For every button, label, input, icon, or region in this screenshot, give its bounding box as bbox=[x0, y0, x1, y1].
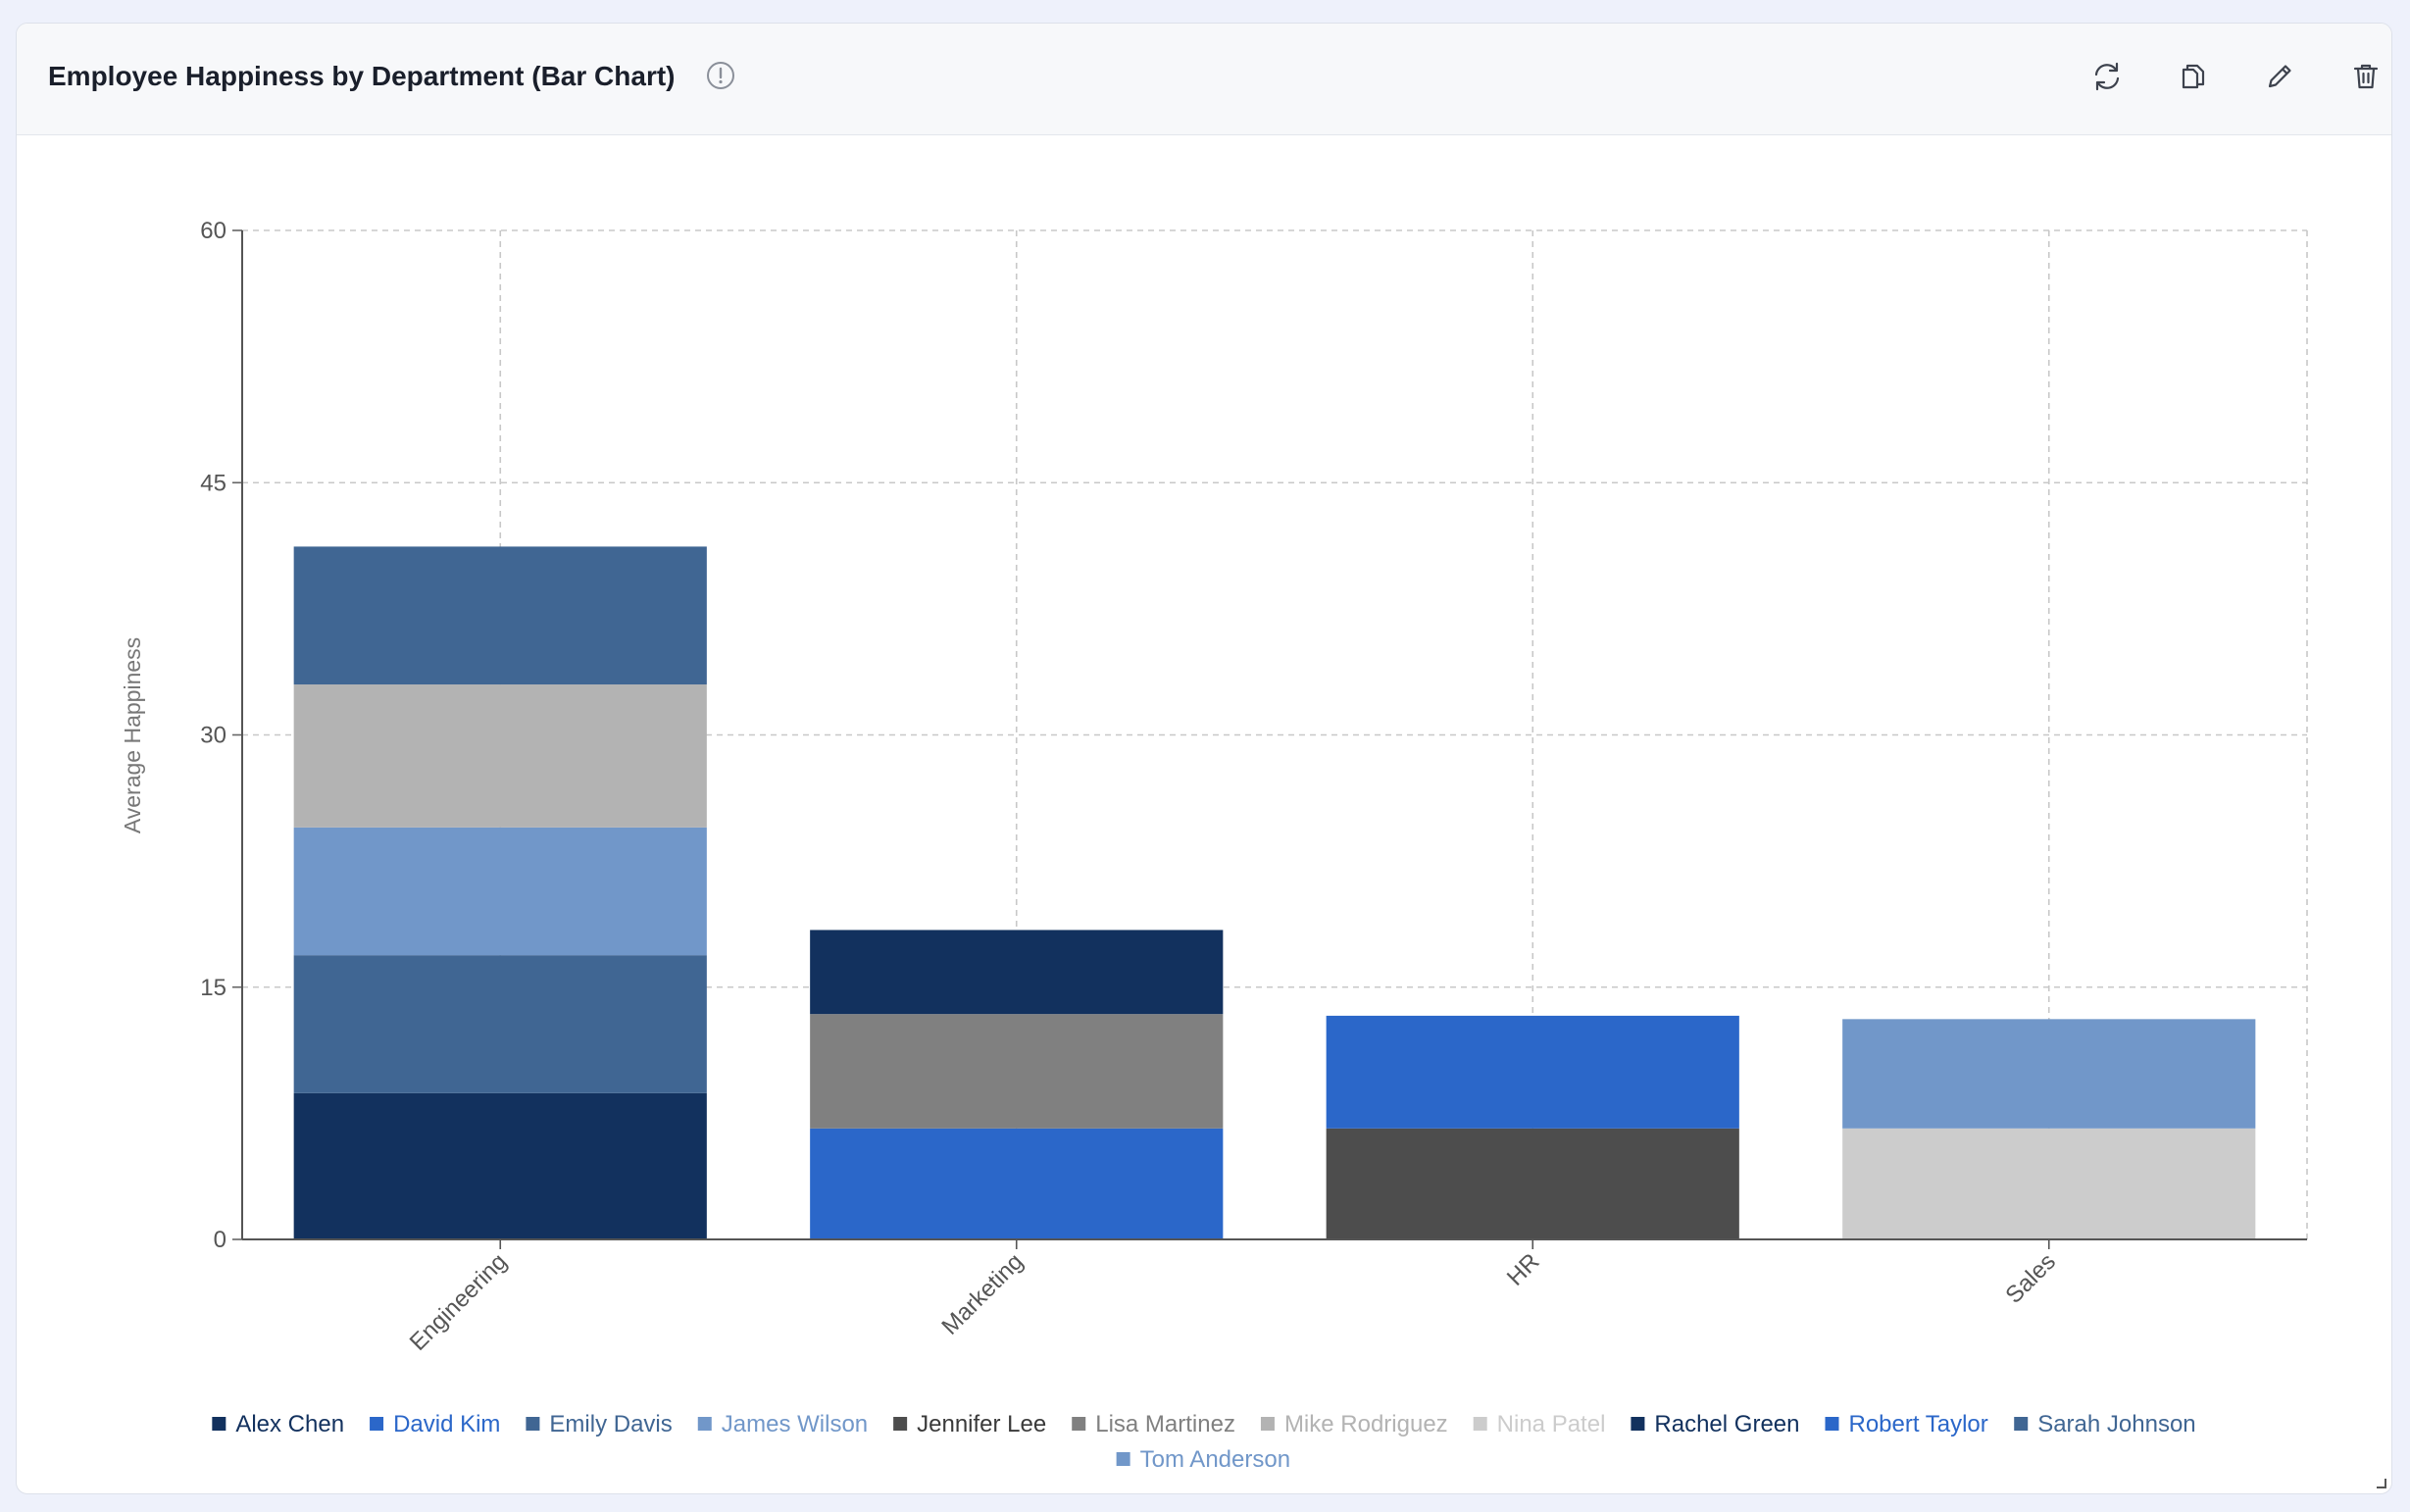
legend-swatch bbox=[370, 1417, 384, 1431]
chart-area: 0 15 30 45 60 Engineering Marketing HR Sales Aver… bbox=[17, 135, 2391, 1493]
trash-icon bbox=[2353, 64, 2379, 89]
bar-segment bbox=[810, 930, 1224, 1015]
x-tick-label: Engineering bbox=[405, 1248, 513, 1356]
legend-label: David Kim bbox=[393, 1411, 500, 1437]
y-axis-label: Average Happiness bbox=[120, 637, 145, 833]
bar-segment bbox=[1326, 1128, 1739, 1239]
y-tick-label: 30 bbox=[200, 723, 226, 749]
bar-segment bbox=[293, 684, 707, 828]
edit-button[interactable] bbox=[2260, 57, 2299, 96]
legend-label: Nina Patel bbox=[1497, 1411, 1606, 1437]
legend-swatch bbox=[1260, 1417, 1275, 1431]
legend-swatch bbox=[1631, 1417, 1645, 1431]
legend-swatch bbox=[212, 1417, 226, 1431]
card-header: Employee Happiness by Department (Bar Ch… bbox=[17, 24, 2391, 135]
legend-label: Robert Taylor bbox=[1848, 1411, 1987, 1437]
resize-handle[interactable] bbox=[2374, 1476, 2387, 1489]
bar-segment bbox=[1842, 1019, 2256, 1129]
legend-label: Tom Anderson bbox=[1140, 1446, 1290, 1473]
x-tick-label: Marketing bbox=[936, 1248, 1029, 1340]
copy-icon bbox=[2182, 64, 2205, 89]
bar-segment bbox=[293, 1092, 707, 1239]
bar-chart: 0 15 30 45 60 Engineering Marketing HR Sales Aver… bbox=[120, 218, 2308, 1473]
legend-label: Jennifer Lee bbox=[917, 1411, 1046, 1437]
y-tick-label: 60 bbox=[200, 218, 226, 244]
bar-segment bbox=[810, 1128, 1224, 1239]
legend-label: Mike Rodriguez bbox=[1284, 1411, 1448, 1437]
x-tick-label: HR bbox=[1502, 1248, 1545, 1291]
bar-segment bbox=[293, 955, 707, 1093]
legend-label: James Wilson bbox=[722, 1411, 868, 1437]
y-tick-label: 0 bbox=[214, 1227, 226, 1253]
pencil-icon bbox=[2268, 65, 2291, 88]
duplicate-button[interactable] bbox=[2174, 57, 2213, 96]
legend-swatch bbox=[1116, 1452, 1130, 1466]
info-icon[interactable] bbox=[706, 61, 735, 90]
bar-segment bbox=[1326, 1015, 1739, 1129]
legend-label: Emily Davis bbox=[549, 1411, 672, 1437]
bar-segment bbox=[293, 827, 707, 956]
refresh-icon bbox=[2094, 62, 2120, 91]
y-tick-label: 45 bbox=[200, 470, 226, 496]
legend-label: Alex Chen bbox=[235, 1411, 344, 1437]
delete-button[interactable] bbox=[2346, 57, 2385, 96]
legend-swatch bbox=[526, 1417, 540, 1431]
refresh-button[interactable] bbox=[2087, 57, 2127, 96]
chart-title: Employee Happiness by Department (Bar Ch… bbox=[48, 61, 676, 91]
chart-card: Employee Happiness by Department (Bar Ch… bbox=[16, 23, 2392, 1494]
bar-segment bbox=[810, 1014, 1224, 1129]
legend-swatch bbox=[893, 1417, 908, 1431]
bar-segment bbox=[293, 546, 707, 685]
bar-segment bbox=[1842, 1128, 2256, 1239]
legend-label: Sarah Johnson bbox=[2037, 1411, 2195, 1437]
legend-swatch bbox=[1072, 1417, 1086, 1431]
legend-swatch bbox=[1473, 1417, 1487, 1431]
legend-label: Lisa Martinez bbox=[1095, 1411, 1235, 1437]
x-tick-label: Sales bbox=[2000, 1248, 2061, 1309]
legend-label: Rachel Green bbox=[1654, 1411, 1799, 1437]
y-tick-label: 15 bbox=[200, 975, 226, 1001]
legend-swatch bbox=[1825, 1417, 1839, 1431]
legend-swatch bbox=[697, 1417, 712, 1431]
legend-swatch bbox=[2014, 1417, 2029, 1431]
